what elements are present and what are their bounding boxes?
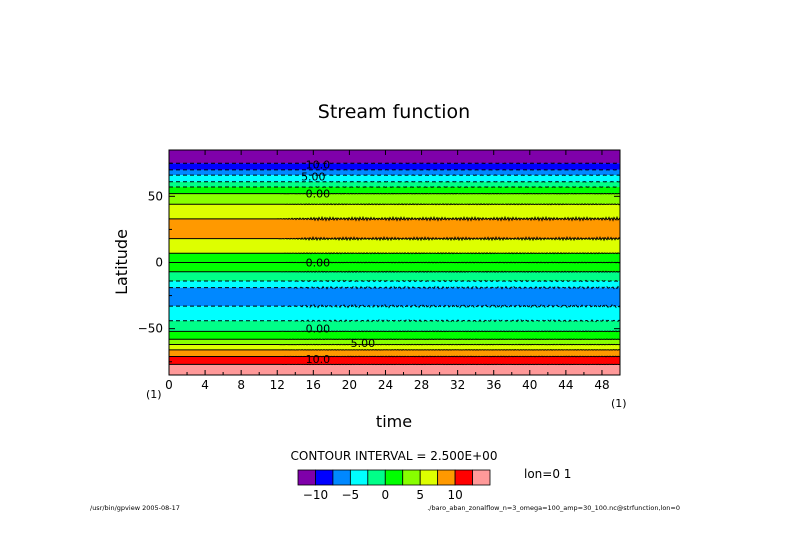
contour-line-14 [169, 303, 621, 309]
colorbar-tick-label-2: 0 [381, 488, 389, 502]
x-tick-label-0: 0 [165, 378, 173, 392]
x-axis-unit-label: (1) [611, 397, 627, 410]
colorbar-swatch-9 [454, 469, 473, 486]
colorbar-swatch-1 [315, 469, 334, 486]
x-tick-label-11: 44 [558, 378, 573, 392]
colorbar-swatch-6 [402, 469, 421, 486]
footer-right: ./baro_aban_zonalflow_n=3_omega=100_amp=… [427, 504, 680, 512]
colorbar-swatch-8 [437, 469, 456, 486]
x-tick-label-4: 16 [306, 378, 321, 392]
x-tick-label-10: 40 [522, 378, 537, 392]
band-8 [169, 218, 620, 239]
contour-line-18 [169, 343, 621, 346]
y-tick-label-1: 0 [155, 256, 163, 270]
band-7 [169, 204, 620, 219]
x-axis: 0 4 8 12 16 20 24 28 32 36 40 44 48 [165, 150, 610, 392]
colorbar-swatch-2 [332, 469, 351, 486]
band-1 [169, 163, 620, 170]
y-tick-label-2: −50 [138, 322, 163, 336]
contour-label-6: 10.0 [306, 353, 331, 366]
band-4 [169, 181, 620, 188]
contour-line-9 [169, 252, 621, 255]
band-14 [169, 306, 620, 321]
chart-title: Stream function [318, 101, 470, 123]
contour-line-12 [169, 279, 621, 283]
colorbar-swatch-0 [297, 469, 316, 486]
contour-line-19 [169, 348, 621, 351]
y-tick-label-0: 50 [148, 189, 163, 203]
x-tick-label-2: 8 [237, 378, 245, 392]
band-15 [169, 320, 620, 332]
contour-line-11 [169, 270, 620, 273]
contour-line-20 [169, 355, 621, 358]
band-9 [169, 238, 620, 254]
colorbar-swatch-7 [419, 469, 439, 486]
contour-line-17 [169, 338, 621, 341]
colorbar-tick-label-0: −10 [303, 488, 328, 502]
footer-left: /usr/bin/gpview 2005-08-17 [90, 504, 180, 512]
stream-function-bands [169, 150, 620, 375]
band-17 [169, 339, 620, 345]
contour-label-1: 5.00 [301, 170, 326, 183]
x-tick-label-6: 24 [378, 378, 393, 392]
band-18 [169, 344, 620, 350]
band-5 [169, 187, 620, 194]
band-13 [169, 287, 620, 307]
band-0 [169, 150, 620, 164]
colorbar-tick-label-1: −5 [342, 488, 360, 502]
x-tick-label-5: 20 [342, 378, 357, 392]
contour-line-13 [169, 285, 621, 290]
contour-line-10 [169, 261, 621, 264]
contour-line-16 [169, 330, 621, 333]
contour-label-5: 5.00 [351, 337, 376, 350]
colorbar-tick-label-4: 10 [447, 488, 462, 502]
contour-line-5 [169, 192, 621, 195]
band-21 [169, 364, 620, 375]
y-axis-unit-label: (1) [146, 388, 162, 401]
colorbar-swatch-10 [472, 469, 491, 486]
band-12 [169, 281, 620, 288]
band-16 [169, 331, 620, 340]
contour-line-7 [169, 215, 621, 222]
y-axis-title: Latitude [112, 229, 131, 295]
x-tick-label-3: 12 [270, 378, 285, 392]
contour-label-0: 10.0 [306, 159, 331, 172]
colorbar-swatch-4 [367, 469, 386, 486]
band-6 [169, 193, 620, 205]
x-tick-label-12: 48 [594, 378, 609, 392]
contour-label-3: 0.00 [306, 257, 331, 270]
contour-label-4: 0.00 [306, 323, 331, 336]
band-2 [169, 169, 620, 176]
band-3 [169, 175, 620, 182]
band-11 [169, 271, 620, 282]
x-axis-title: time [376, 412, 412, 431]
band-19 [169, 349, 620, 357]
contour-label-2: 0.00 [306, 188, 331, 201]
colorbar-swatch-3 [349, 469, 369, 486]
x-tick-label-7: 28 [414, 378, 429, 392]
contour-line-6 [169, 203, 621, 206]
colorbar-tick-label-3: 5 [416, 488, 424, 502]
colorbar: −10 −5 0 5 10 [297, 469, 491, 502]
x-tick-label-8: 32 [450, 378, 465, 392]
x-tick-label-9: 36 [486, 378, 501, 392]
contour-interval-label: CONTOUR INTERVAL = 2.500E+00 [291, 449, 498, 463]
y-axis: 50 0 −50 [138, 162, 620, 363]
contour-line-8 [169, 236, 621, 242]
contour-lines [169, 162, 621, 366]
slice-label: lon=0 1 [524, 467, 571, 481]
contour-line-15 [169, 319, 621, 323]
colorbar-swatch-5 [384, 469, 404, 486]
band-20 [169, 356, 620, 365]
x-tick-label-1: 4 [201, 378, 209, 392]
